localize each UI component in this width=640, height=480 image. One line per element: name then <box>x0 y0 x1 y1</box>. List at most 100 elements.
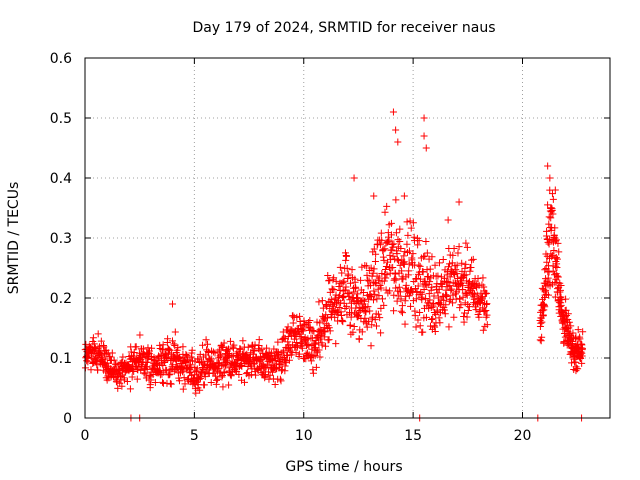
data-point <box>402 292 410 300</box>
data-point <box>416 322 424 330</box>
data-point <box>168 337 176 345</box>
data-point <box>120 376 128 384</box>
data-point <box>548 206 556 214</box>
data-point <box>224 357 232 365</box>
data-point <box>415 261 423 269</box>
data-point <box>358 328 366 336</box>
data-point <box>345 290 353 298</box>
data-point <box>220 368 228 376</box>
data-point <box>420 132 428 140</box>
data-point <box>430 292 438 300</box>
data-point <box>400 252 408 260</box>
data-point <box>433 308 441 316</box>
data-point <box>482 300 490 308</box>
data-point <box>196 386 204 394</box>
data-point <box>363 262 371 270</box>
data-point <box>444 216 452 224</box>
data-point <box>365 277 373 285</box>
data-point <box>170 367 178 375</box>
data-point <box>440 306 448 314</box>
data-point <box>101 355 109 363</box>
data-point <box>393 297 401 305</box>
data-point <box>284 338 292 346</box>
data-point <box>360 304 368 312</box>
data-point <box>90 340 98 348</box>
chart-title: Day 179 of 2024, SRMTID for receiver nau… <box>192 20 495 36</box>
data-point <box>336 263 344 271</box>
data-point <box>162 353 170 361</box>
data-point <box>377 304 385 312</box>
data-point <box>119 353 127 361</box>
x-tick-label: 20 <box>514 428 532 444</box>
data-point <box>353 294 361 302</box>
data-point <box>380 277 388 285</box>
data-point <box>359 288 367 296</box>
data-point <box>390 240 398 248</box>
data-point <box>474 275 482 283</box>
data-point <box>436 319 444 327</box>
data-point <box>84 353 92 361</box>
data-point <box>207 378 215 386</box>
data-point <box>342 252 350 260</box>
data-point <box>289 312 297 320</box>
data-point <box>544 274 552 282</box>
x-tick-label: 10 <box>295 428 313 444</box>
data-point <box>366 291 374 299</box>
data-point <box>377 329 385 337</box>
data-point <box>431 327 439 335</box>
data-point <box>543 258 551 266</box>
data-point <box>551 186 559 194</box>
data-point <box>376 314 384 322</box>
data-point <box>326 327 334 335</box>
data-point <box>401 297 409 305</box>
data-point <box>548 190 556 198</box>
data-point <box>235 371 243 379</box>
data-point <box>426 278 434 286</box>
y-axis-label: SRMTID / TECUs <box>6 182 22 295</box>
data-point <box>106 353 114 361</box>
data-point <box>375 292 383 300</box>
data-point <box>326 276 334 284</box>
data-point <box>342 283 350 291</box>
data-point <box>395 283 403 291</box>
data-point <box>363 323 371 331</box>
data-point <box>179 368 187 376</box>
data-point <box>389 263 397 271</box>
data-point <box>564 310 572 318</box>
data-point <box>381 208 389 216</box>
data-point <box>311 352 319 360</box>
data-point <box>439 256 447 264</box>
data-point <box>453 261 461 269</box>
data-point <box>458 267 466 275</box>
data-point <box>398 309 406 317</box>
data-point <box>223 346 231 354</box>
data-point <box>94 330 102 338</box>
data-point <box>437 273 445 281</box>
data-point <box>413 275 421 283</box>
data-point <box>420 114 428 122</box>
data-point <box>240 378 248 386</box>
data-point <box>426 265 434 273</box>
data-point <box>483 289 491 297</box>
data-point <box>379 253 387 261</box>
data-point <box>94 366 102 374</box>
y-tick-label: 0.5 <box>50 111 72 127</box>
data-point <box>148 344 156 352</box>
data-point <box>136 331 144 339</box>
data-point <box>545 220 553 228</box>
data-point <box>292 349 300 357</box>
data-point <box>465 303 473 311</box>
data-point <box>569 329 577 337</box>
data-point <box>409 250 417 258</box>
data-point <box>551 224 559 232</box>
data-point <box>414 241 422 249</box>
data-point <box>405 260 413 268</box>
data-point <box>372 250 380 258</box>
data-point <box>140 345 148 353</box>
data-point <box>416 262 424 270</box>
data-point <box>289 319 297 327</box>
y-tick-label: 0.6 <box>50 51 72 67</box>
data-point <box>258 360 266 368</box>
data-point <box>357 276 365 284</box>
